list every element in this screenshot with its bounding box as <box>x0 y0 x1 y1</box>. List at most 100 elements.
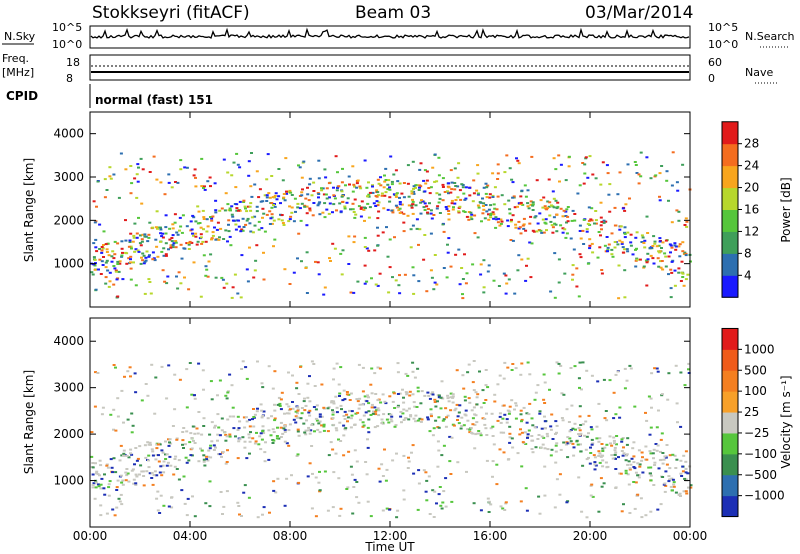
data-cell <box>429 209 433 212</box>
data-cell <box>435 502 438 505</box>
data-cell <box>370 392 374 395</box>
data-cell <box>453 167 457 170</box>
data-cell <box>335 362 339 365</box>
data-cell <box>483 217 487 220</box>
data-cell <box>134 482 138 485</box>
data-cell <box>323 216 327 219</box>
data-cell <box>232 427 236 430</box>
data-cell <box>581 464 585 467</box>
colorbar-tick-label: −500 <box>744 468 777 482</box>
data-cell <box>426 416 430 419</box>
data-cell <box>170 496 174 499</box>
data-cell <box>451 401 455 404</box>
data-cell <box>625 453 629 456</box>
data-cell <box>432 288 436 291</box>
data-cell <box>357 363 361 366</box>
data-cell <box>313 385 317 387</box>
data-cell <box>332 367 336 370</box>
data-cell <box>559 207 563 210</box>
data-cell <box>590 428 594 431</box>
data-cell <box>519 203 523 206</box>
data-cell <box>524 279 528 282</box>
velocity-ylabel: Slant Range [km] <box>22 370 36 474</box>
data-cell <box>459 427 463 430</box>
data-cell <box>405 409 409 412</box>
y-tick-label: 3000 <box>53 170 84 184</box>
data-cell <box>151 226 155 229</box>
nave-tick-bottom: 0 <box>708 72 715 85</box>
data-cell <box>535 230 539 233</box>
data-cell <box>602 219 606 222</box>
data-cell <box>284 157 288 160</box>
data-cell <box>421 200 425 203</box>
data-cell <box>322 423 326 426</box>
data-cell <box>100 260 104 263</box>
data-cell <box>104 243 108 246</box>
data-cell <box>466 371 470 374</box>
data-cell <box>457 162 461 165</box>
data-cell <box>649 452 653 455</box>
data-cell <box>378 272 382 275</box>
data-cell <box>238 200 242 203</box>
data-cell <box>273 205 277 208</box>
data-cell <box>162 460 166 463</box>
data-cell <box>107 285 111 288</box>
data-cell <box>651 452 655 455</box>
data-cell <box>589 484 593 487</box>
data-cell <box>292 271 296 274</box>
data-cell <box>520 258 524 261</box>
data-cell <box>580 388 583 391</box>
data-cell <box>659 438 663 441</box>
data-cell <box>632 461 636 464</box>
data-cell <box>526 433 530 436</box>
data-cell <box>159 494 163 497</box>
data-cell <box>277 195 281 198</box>
data-cell <box>112 283 116 286</box>
data-cell <box>450 181 454 184</box>
data-cell <box>498 448 502 451</box>
data-cell <box>454 185 458 187</box>
data-cell <box>667 475 671 478</box>
data-cell <box>477 430 481 432</box>
data-cell <box>164 254 168 257</box>
data-cell <box>623 367 627 370</box>
data-cell <box>567 165 571 168</box>
data-cell <box>542 196 546 199</box>
data-cell <box>628 197 631 200</box>
data-cell <box>355 182 359 185</box>
data-cell <box>236 501 240 504</box>
colorbar-tick-label: −25 <box>744 426 769 440</box>
data-cell <box>569 237 573 240</box>
data-cell <box>623 231 626 234</box>
data-cell <box>224 439 228 442</box>
data-cell <box>487 218 491 221</box>
data-cell <box>102 256 105 258</box>
data-cell <box>308 432 312 435</box>
colorbar-segment <box>722 143 738 167</box>
data-cell <box>94 246 98 249</box>
data-cell <box>681 470 685 473</box>
data-cell <box>349 392 353 395</box>
data-cell <box>417 280 421 283</box>
data-cell <box>658 172 662 175</box>
time-tick-label: 00:00 <box>73 529 108 543</box>
data-cell <box>155 178 159 181</box>
data-cell <box>214 238 218 241</box>
data-cell <box>114 471 118 474</box>
data-cell <box>365 186 369 189</box>
time-tick-label: 16:00 <box>473 529 508 543</box>
data-cell <box>244 207 247 210</box>
data-cell <box>124 168 128 171</box>
data-cell <box>670 489 674 492</box>
data-cell <box>600 485 604 488</box>
data-cell <box>139 234 142 237</box>
data-cell <box>416 419 420 422</box>
data-cell <box>153 412 157 415</box>
data-cell <box>599 455 603 458</box>
data-cell <box>194 220 198 223</box>
data-cell <box>146 441 150 444</box>
data-cell <box>442 267 446 269</box>
data-cell <box>586 176 590 179</box>
data-cell <box>623 236 627 239</box>
data-cell <box>506 219 510 222</box>
